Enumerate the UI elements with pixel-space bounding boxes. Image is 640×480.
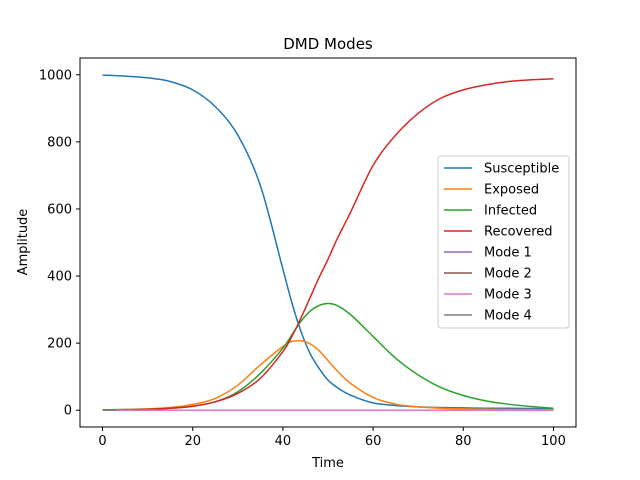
legend-label-mode-2: Mode 2 — [484, 267, 532, 282]
legend-items: Susceptible Exposed Infected Recovered Mode … — [444, 162, 559, 324]
legend-frame — [437, 155, 570, 329]
legend-label-infected: Infected — [484, 204, 537, 219]
x-tick-label: 60 — [365, 434, 382, 449]
legend-label-mode-4: Mode 4 — [484, 309, 532, 324]
y-tick-label: 600 — [47, 202, 72, 217]
series-layer — [102, 74, 554, 411]
legend-label-recovered: Recovered — [484, 225, 553, 240]
series-line-recovered — [102, 78, 554, 411]
x-tick-label: 100 — [541, 434, 566, 449]
y-axis: 0 200 400 600 800 1000 — [39, 68, 80, 419]
chart-title: DMD Modes — [283, 35, 373, 53]
legend: Susceptible Exposed Infected Recovered Mode … — [437, 155, 570, 329]
legend-label-mode-1: Mode 1 — [484, 246, 532, 261]
y-axis-label: Amplitude — [16, 209, 31, 276]
x-tick-label: 0 — [98, 434, 106, 449]
plot-frame — [79, 57, 577, 428]
x-axis-label: Time — [311, 456, 344, 471]
y-tick-label: 1000 — [39, 68, 72, 83]
x-tick-label: 20 — [184, 434, 201, 449]
y-tick-label: 400 — [47, 270, 72, 285]
legend-label-mode-3: Mode 3 — [484, 288, 532, 303]
legend-label-exposed: Exposed — [484, 183, 539, 198]
series-line-exposed — [102, 339, 554, 411]
y-tick-label: 800 — [47, 135, 72, 150]
y-tick-label: 0 — [64, 404, 72, 419]
series-line-susceptible — [102, 74, 554, 410]
y-tick-label: 200 — [47, 337, 72, 352]
x-axis: 0 20 40 60 80 100 — [98, 427, 566, 449]
legend-label-susceptible: Susceptible — [484, 162, 559, 177]
x-tick-label: 80 — [455, 434, 472, 449]
x-tick-label: 40 — [275, 434, 292, 449]
